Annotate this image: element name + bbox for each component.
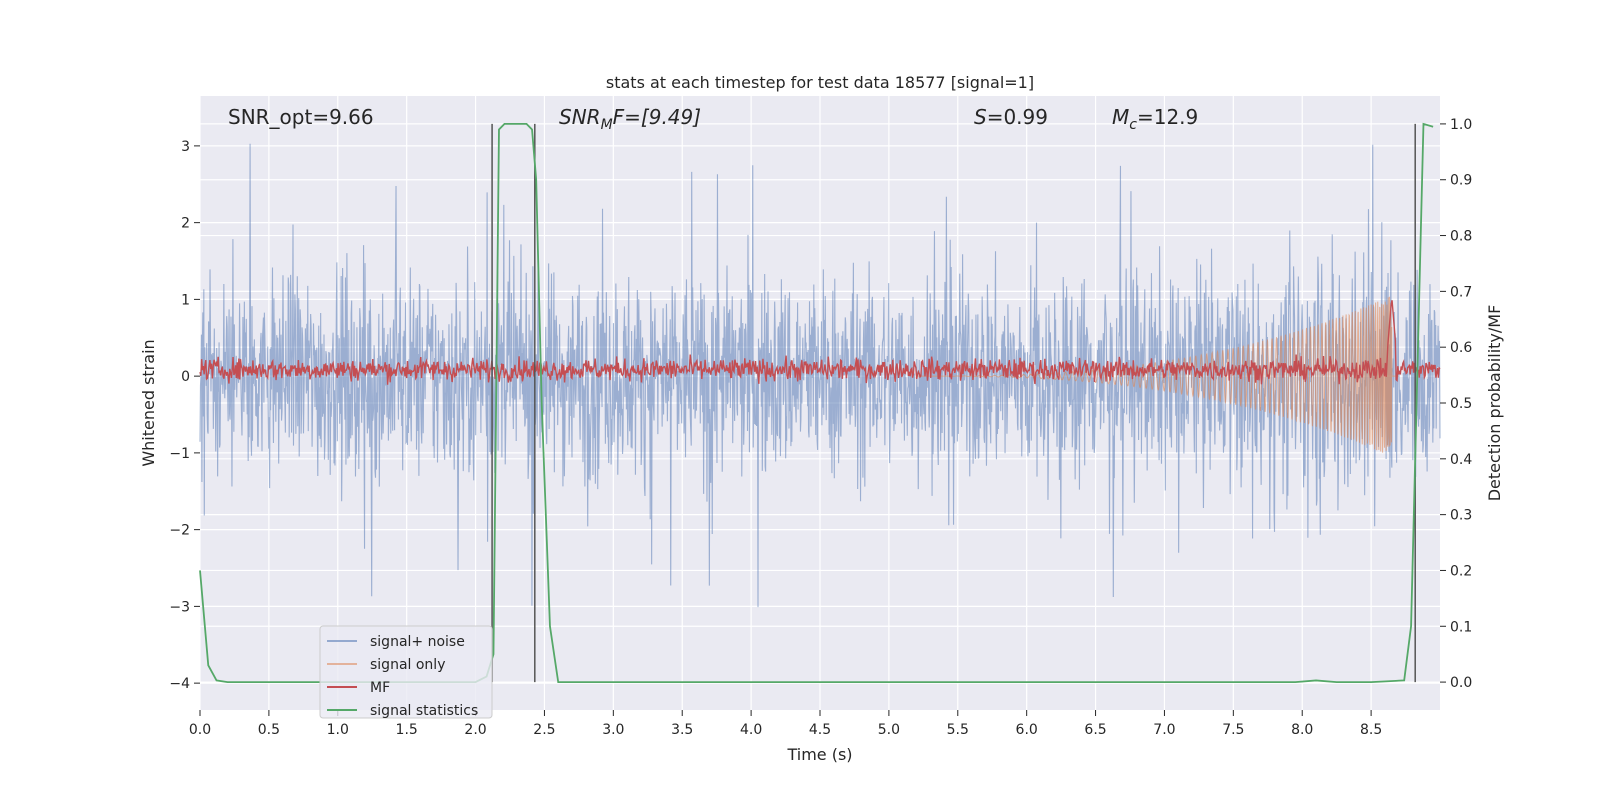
legend-label: signal statistics bbox=[370, 703, 478, 719]
y-left-tick-label: 3 bbox=[181, 139, 190, 155]
annotation-mc: Mc=12.9 bbox=[1112, 105, 1198, 133]
y-right-tick-label: 0.7 bbox=[1450, 284, 1472, 300]
y-right-tick-label: 1.0 bbox=[1450, 117, 1472, 133]
vertical-markers bbox=[491, 123, 1416, 683]
series-mf bbox=[199, 300, 1441, 385]
s-value: =0.99 bbox=[987, 105, 1048, 129]
x-tick-label: 5.0 bbox=[878, 722, 900, 738]
legend-label: MF bbox=[370, 680, 390, 696]
annotation-snr-opt: SNR_opt=9.66 bbox=[228, 105, 374, 129]
y-right-tick-label: 0.3 bbox=[1450, 508, 1472, 524]
x-tick-label: 2.5 bbox=[533, 722, 555, 738]
x-tick-label: 5.5 bbox=[947, 722, 969, 738]
line-signal-only bbox=[916, 296, 1399, 453]
x-tick-label: 7.0 bbox=[1153, 722, 1175, 738]
x-tick-label: 1.5 bbox=[396, 722, 418, 738]
y-left-tick-label: −4 bbox=[169, 676, 190, 692]
x-tick-label: 3.5 bbox=[671, 722, 693, 738]
snr-mf-label: SNR bbox=[559, 105, 601, 129]
x-tick-label: 3.0 bbox=[602, 722, 624, 738]
x-tick-label: 1.0 bbox=[327, 722, 349, 738]
y-right-tick-label: 0.5 bbox=[1450, 396, 1472, 412]
legend-label: signal only bbox=[370, 657, 445, 673]
y-right-tick-label: 0.0 bbox=[1450, 675, 1472, 691]
x-tick-label: 8.0 bbox=[1291, 722, 1313, 738]
y-left-tick-label: −3 bbox=[169, 599, 190, 615]
legend-label: signal+ noise bbox=[370, 634, 465, 650]
y-right-tick-label: 0.6 bbox=[1450, 340, 1472, 356]
x-tick-label: 0.0 bbox=[189, 722, 211, 738]
s-label: S bbox=[974, 105, 987, 129]
line-mf bbox=[199, 300, 1441, 385]
y-left-tick-label: −1 bbox=[169, 446, 190, 462]
legend: signal+ noise signal only MF signal statist… bbox=[319, 625, 493, 719]
y-left-tick-label: 0 bbox=[181, 369, 190, 385]
y-left-tick-label: 1 bbox=[181, 292, 190, 308]
snr-mf-sub: M bbox=[601, 117, 613, 133]
y-right-tick-label: 0.4 bbox=[1450, 452, 1472, 468]
x-tick-label: 6.0 bbox=[1016, 722, 1038, 738]
legend-box bbox=[319, 625, 493, 719]
x-tick-label: 8.5 bbox=[1360, 722, 1382, 738]
mc-label: M bbox=[1112, 105, 1129, 129]
y-right-tick-label: 0.2 bbox=[1450, 563, 1472, 579]
x-tick-label: 6.5 bbox=[1084, 722, 1106, 738]
snr-mf-rest: F=[9.49] bbox=[613, 105, 701, 129]
axis-ticks: 0.0 0.5 1.0 1.5 2.0 2.5 3.0 3.5 4.0 4.5 5.0 5.5 6.0 6… bbox=[169, 117, 1472, 738]
x-tick-label: 2.0 bbox=[464, 722, 486, 738]
annotation-snr-mf: SNRMF=[9.49] bbox=[559, 105, 701, 133]
y-left-tick-label: 2 bbox=[181, 216, 190, 232]
x-tick-label: 0.5 bbox=[258, 722, 280, 738]
annotation-s: S=0.99 bbox=[974, 105, 1048, 129]
x-tick-label: 7.5 bbox=[1222, 722, 1244, 738]
y-right-tick-label: 0.1 bbox=[1450, 619, 1472, 635]
y-right-tick-label: 0.9 bbox=[1450, 173, 1472, 189]
y-left-tick-label: −2 bbox=[169, 523, 190, 539]
y-axis-right-label: Detection probability/MF bbox=[1485, 305, 1504, 502]
series-signal-only bbox=[916, 296, 1399, 453]
chart-title: stats at each timestep for test data 185… bbox=[606, 73, 1034, 92]
y-axis-left-label: Whitened strain bbox=[139, 339, 158, 466]
x-tick-label: 4.0 bbox=[740, 722, 762, 738]
x-axis-label: Time (s) bbox=[786, 745, 852, 764]
y-right-tick-label: 0.8 bbox=[1450, 229, 1472, 245]
mc-sub: c bbox=[1129, 117, 1137, 133]
mc-value: =12.9 bbox=[1137, 105, 1198, 129]
x-tick-label: 4.5 bbox=[809, 722, 831, 738]
